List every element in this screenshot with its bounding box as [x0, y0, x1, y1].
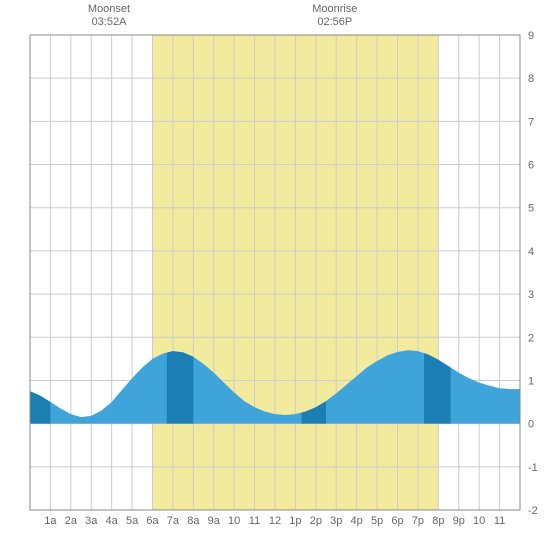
- moonset-label: Moonset: [88, 3, 130, 15]
- x-tick-label: 8a: [187, 515, 200, 527]
- moonset-time: 03:52A: [92, 16, 128, 28]
- y-tick-label: 3: [528, 289, 534, 301]
- x-tick-label: 7a: [167, 515, 180, 527]
- tide-chart: 1a2a3a4a5a6a7a8a9a1011121p2p3p4p5p6p7p8p…: [0, 0, 550, 550]
- y-tick-label: 9: [528, 30, 534, 42]
- x-tick-label: 5p: [371, 515, 383, 527]
- x-tick-label: 3p: [330, 515, 342, 527]
- x-tick-label: 6a: [146, 515, 159, 527]
- x-tick-label: 9p: [453, 515, 465, 527]
- y-tick-label: 5: [528, 203, 534, 215]
- x-tick-label: 5a: [126, 515, 139, 527]
- tide-dark-band: [424, 353, 451, 423]
- x-tick-label: 2p: [310, 515, 322, 527]
- x-tick-label: 7p: [412, 515, 424, 527]
- y-tick-label: 8: [528, 73, 534, 85]
- x-tick-label: 11: [249, 515, 260, 527]
- y-tick-label: 2: [528, 332, 534, 344]
- x-tick-label: 11: [494, 515, 505, 527]
- x-tick-label: 1p: [289, 515, 301, 527]
- x-tick-label: 3a: [85, 515, 98, 527]
- y-tick-label: 7: [528, 116, 534, 128]
- x-tick-label: 10: [473, 515, 485, 527]
- tide-dark-band: [167, 351, 194, 424]
- x-tick-label: 4a: [106, 515, 119, 527]
- y-tick-label: 6: [528, 160, 534, 172]
- moonrise-label: Moonrise: [312, 3, 357, 15]
- tide-dark-band: [30, 391, 50, 423]
- x-tick-label: 2a: [65, 515, 78, 527]
- y-tick-label: -2: [528, 505, 538, 517]
- y-tick-label: 1: [528, 375, 534, 387]
- y-tick-label: 4: [528, 246, 534, 258]
- x-tick-label: 12: [269, 515, 281, 527]
- y-tick-label: 0: [528, 419, 534, 431]
- chart-svg: 1a2a3a4a5a6a7a8a9a1011121p2p3p4p5p6p7p8p…: [0, 0, 550, 550]
- x-tick-label: 9a: [208, 515, 221, 527]
- x-tick-label: 8p: [432, 515, 444, 527]
- x-tick-label: 1a: [44, 515, 57, 527]
- x-tick-label: 10: [228, 515, 240, 527]
- x-tick-label: 4p: [351, 515, 363, 527]
- x-tick-label: 6p: [391, 515, 403, 527]
- y-tick-label: -1: [528, 462, 538, 474]
- moonrise-time: 02:56P: [317, 16, 352, 28]
